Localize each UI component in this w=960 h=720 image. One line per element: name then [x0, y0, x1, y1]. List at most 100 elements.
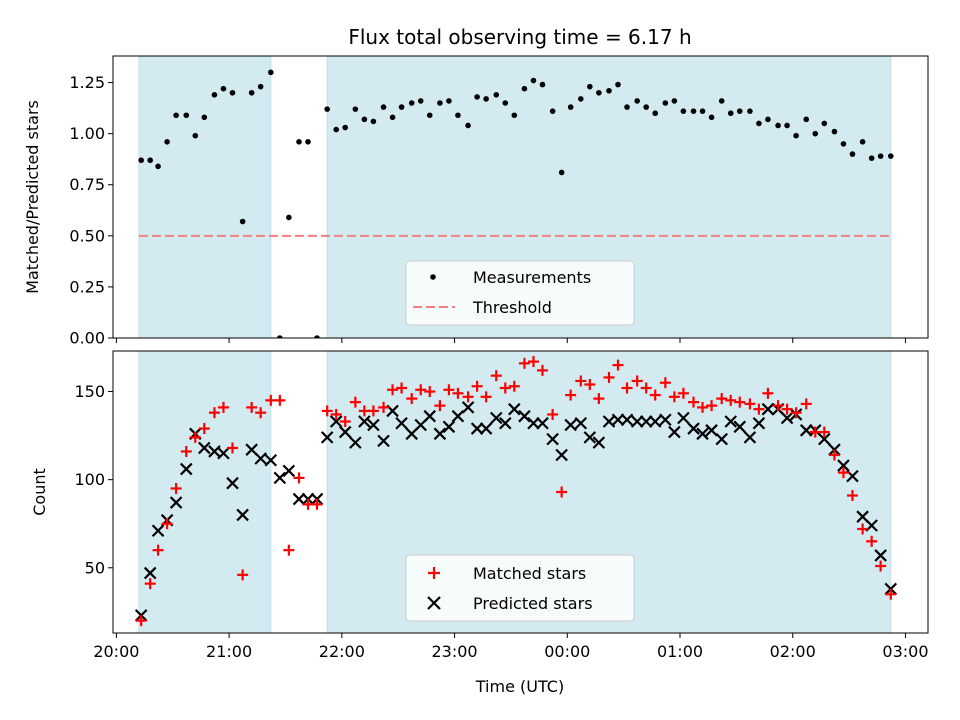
- measurement-point: [398, 104, 405, 110]
- measurement-point: [756, 120, 762, 127]
- measurement-point: [352, 106, 359, 112]
- measurement-point: [511, 112, 518, 119]
- top-y-axis-label: Matched/Predicted stars: [23, 100, 42, 294]
- predicted-point: [254, 452, 267, 465]
- matched-point: [688, 396, 700, 408]
- matched-point: [762, 387, 774, 399]
- measurement-point: [493, 92, 500, 98]
- matched-point: [536, 364, 548, 376]
- measurement-point: [812, 130, 819, 137]
- matched-point: [471, 380, 483, 392]
- measurement-point: [765, 116, 771, 123]
- measurement-point: [147, 157, 153, 164]
- matched-point: [255, 407, 267, 419]
- x-tick-label: 20:00: [93, 642, 139, 661]
- predicted-point: [433, 427, 447, 441]
- measurement-point: [437, 100, 443, 106]
- predicted-point: [659, 413, 672, 427]
- measurement-point: [652, 110, 659, 117]
- y-tick-label: 50: [85, 558, 105, 577]
- matched-point: [846, 490, 858, 502]
- bottom-legend-entry-0: Matched stars: [473, 564, 586, 583]
- measurement-point: [784, 122, 790, 129]
- x-tick-label: 00:00: [544, 642, 590, 661]
- matched-point: [198, 423, 210, 435]
- measurement-point: [699, 108, 706, 114]
- measurement-point: [775, 122, 781, 129]
- matched-point: [321, 405, 333, 417]
- measurement-point: [277, 335, 283, 338]
- count-panel: 50 100 150 20:00 21:00 22:00 23:00 00:00 01:00 0…: [30, 350, 929, 696]
- predicted-point: [677, 411, 690, 425]
- measurement-point: [567, 104, 574, 110]
- matched-point: [668, 391, 680, 403]
- measurement-point: [286, 214, 292, 221]
- predicted-point: [273, 471, 287, 485]
- matched-point: [556, 486, 568, 498]
- observing-window-0: [138, 351, 272, 633]
- measurement-point: [220, 85, 227, 92]
- matched-point: [837, 467, 849, 479]
- measurement-point: [859, 139, 866, 145]
- matched-point: [584, 378, 596, 390]
- matched-point: [246, 401, 258, 413]
- y-tick-label: 0.50: [69, 226, 105, 245]
- measurement-point: [173, 112, 179, 119]
- matched-point: [490, 370, 502, 382]
- measurement-point: [690, 108, 697, 114]
- predicted-point: [226, 476, 239, 490]
- predicted-point: [236, 508, 249, 522]
- measurement-point: [465, 122, 471, 129]
- measurement-legend-marker: [430, 274, 436, 280]
- matched-point: [330, 408, 342, 420]
- measurement-point: [662, 100, 669, 106]
- predicted-point: [564, 418, 577, 432]
- matched-point: [649, 389, 661, 401]
- predicted-point: [338, 425, 352, 439]
- y-tick-label: 150: [74, 382, 105, 401]
- predicted-point: [320, 431, 334, 444]
- measurement-point: [521, 85, 528, 92]
- measurement-point: [680, 108, 687, 114]
- predicted-point: [358, 415, 371, 428]
- matched-point: [875, 560, 887, 572]
- matched-point: [452, 387, 464, 399]
- matched-point: [378, 401, 390, 413]
- matched-point: [170, 482, 182, 494]
- predicted-point: [179, 462, 193, 476]
- matched-point: [575, 375, 587, 387]
- measurement-point: [138, 157, 144, 164]
- matched-point: [311, 498, 323, 510]
- predicted-point: [264, 453, 278, 467]
- measurement-point: [736, 108, 743, 114]
- measurement-point: [803, 116, 810, 123]
- matched-point: [631, 375, 643, 387]
- measurement-point: [643, 104, 649, 110]
- measurement-point: [727, 110, 734, 117]
- predicted-point: [780, 411, 794, 425]
- matched-point: [274, 394, 286, 406]
- matched-point: [367, 405, 379, 417]
- predicted-point: [518, 409, 531, 423]
- predicted-point: [630, 415, 644, 428]
- matched-point: [144, 578, 156, 590]
- predicted-point: [874, 549, 887, 562]
- matched-point: [659, 377, 671, 389]
- predicted-point: [217, 446, 230, 460]
- measurement-point: [558, 169, 565, 176]
- matched-point: [621, 382, 633, 394]
- matched-point: [781, 403, 793, 415]
- measurement-point: [333, 126, 339, 133]
- measurement-point: [624, 104, 630, 110]
- measurement-point: [606, 87, 612, 94]
- matched-point: [706, 400, 718, 412]
- predicted-point: [282, 464, 296, 478]
- matched-point: [565, 389, 577, 401]
- measurement-point: [155, 163, 161, 170]
- predicted-point: [705, 424, 718, 437]
- predicted-point: [592, 436, 606, 449]
- bottom-y-axis-label: Count: [30, 468, 49, 516]
- predicted-point: [527, 416, 540, 430]
- predicted-point: [687, 422, 700, 435]
- x-tick-label: 22:00: [319, 642, 365, 661]
